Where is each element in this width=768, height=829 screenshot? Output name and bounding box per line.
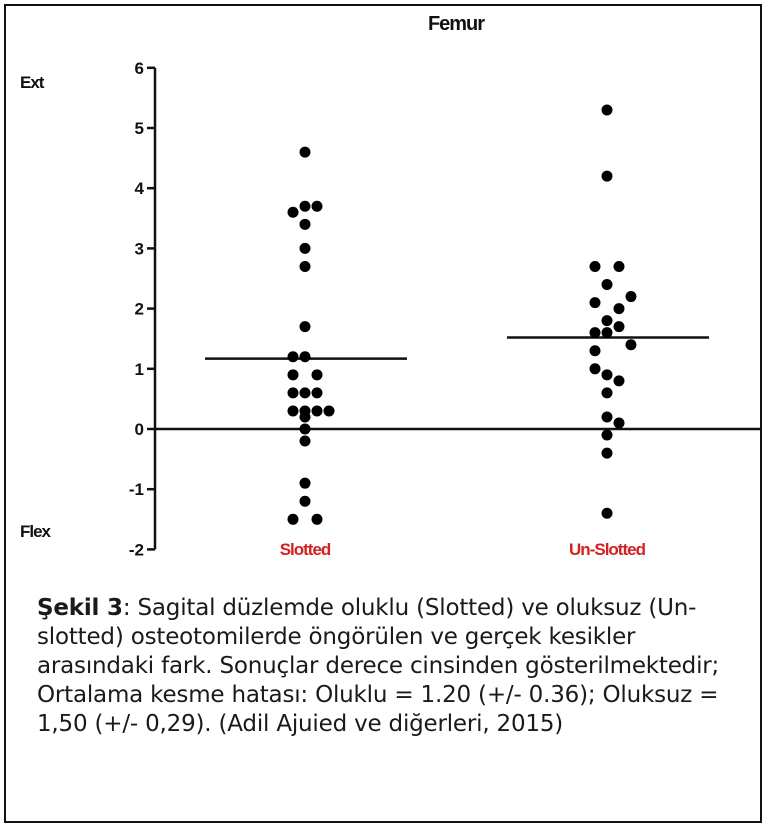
data-point: [601, 447, 613, 459]
category-label: Slotted: [280, 540, 331, 559]
data-point: [299, 477, 311, 489]
chart-title: Femur: [428, 13, 485, 35]
data-point: [299, 146, 311, 158]
figure-frame: [4, 4, 762, 823]
data-point: [287, 513, 299, 525]
data-point: [287, 369, 299, 381]
data-point: [287, 206, 299, 218]
data-point: [311, 513, 323, 525]
data-point: [589, 260, 601, 272]
data-point: [613, 303, 625, 315]
data-point: [601, 369, 613, 381]
data-point: [287, 351, 299, 363]
data-point: [589, 363, 601, 375]
data-point: [613, 321, 625, 333]
data-point: [311, 387, 323, 399]
data-point: [625, 339, 637, 351]
y-tick-label: 5: [135, 119, 144, 138]
data-point: [601, 387, 613, 399]
data-point: [299, 423, 311, 435]
y-bottom-label: Flex: [20, 522, 52, 541]
data-point: [299, 411, 311, 423]
data-point: [601, 104, 613, 116]
data-point: [601, 507, 613, 519]
figure-caption: Şekil 3: Sagital düzlemde oluklu (Slotte…: [37, 594, 737, 739]
y-tick-label: -2: [129, 540, 144, 559]
y-tick-label: 3: [135, 239, 144, 258]
data-point: [299, 351, 311, 363]
data-point: [601, 315, 613, 327]
data-point: [311, 369, 323, 381]
data-point: [613, 260, 625, 272]
data-point: [601, 327, 613, 339]
data-point: [613, 375, 625, 387]
data-point: [299, 200, 311, 212]
y-tick-label: 1: [135, 360, 144, 379]
y-tick-label: 2: [135, 300, 144, 319]
data-point: [287, 405, 299, 417]
y-tick-label: 0: [135, 420, 144, 439]
data-point: [311, 200, 323, 212]
data-point: [589, 327, 601, 339]
data-point: [601, 170, 613, 182]
data-point: [589, 297, 601, 309]
data-point: [287, 387, 299, 399]
data-point: [601, 411, 613, 423]
data-point: [299, 495, 311, 507]
data-point: [299, 242, 311, 254]
data-point: [601, 429, 613, 441]
data-point: [613, 417, 625, 429]
data-point: [323, 405, 335, 417]
data-point: [589, 345, 601, 357]
y-tick-label: -1: [129, 480, 144, 499]
data-point: [299, 435, 311, 447]
data-point: [625, 291, 637, 303]
data-point: [299, 321, 311, 333]
y-tick-label: 6: [135, 59, 144, 78]
data-point: [311, 405, 323, 417]
data-point: [601, 279, 613, 291]
data-point: [299, 218, 311, 230]
category-label: Un-Slotted: [569, 540, 646, 559]
data-point: [299, 387, 311, 399]
caption-text: : Sagital düzlemde oluklu (Slotted) ve o…: [37, 595, 720, 737]
femur-dot-plot: -2 -1 0 1 2 3 4 5 6 Femur Ext Flex Slotted Un-Slotted: [20, 13, 760, 559]
y-tick-label: 4: [135, 179, 145, 198]
y-top-label: Ext: [20, 73, 45, 92]
data-point: [299, 260, 311, 272]
caption-label: Şekil 3: [37, 595, 123, 621]
